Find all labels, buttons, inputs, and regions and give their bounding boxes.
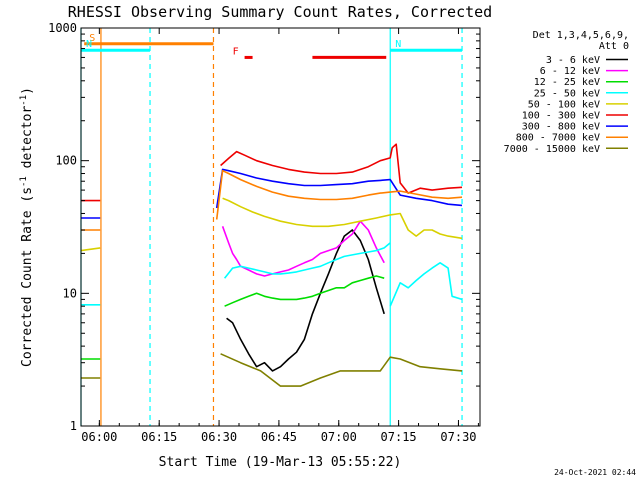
- x-tick-label-0: 06:00: [81, 430, 117, 444]
- y-tick-label-3: 1000: [48, 21, 77, 35]
- legend-label-2: 12 - 25 keV: [534, 77, 600, 88]
- series-line-8-1: [220, 353, 463, 387]
- y-axis-label-sup2: -1: [19, 95, 29, 106]
- y-tick-label-0: 1: [70, 419, 77, 433]
- series-line-4-1: [222, 197, 463, 240]
- y-axis-label-mid: detector: [20, 106, 35, 177]
- y-tick-label-2: 100: [55, 154, 77, 168]
- x-tick-label-5: 07:15: [381, 430, 417, 444]
- axis-layer: 06:00 06:15 06:30 06:45 07:00 07:15 07:30 1 10 10…: [48, 21, 480, 444]
- series-line-4-0: [80, 247, 101, 252]
- footer-timestamp: 24-Oct-2021 02:44: [554, 468, 636, 477]
- series-line-2-1: [224, 275, 385, 307]
- x-tick-label-3: 06:45: [261, 430, 297, 444]
- legend-header-0: Det 1,3,4,5,6,9,: [533, 30, 629, 41]
- plot-layer: SN NF: [80, 28, 463, 426]
- y-axis-label: Corrected Count Rate (s-1 detector-1): [19, 87, 35, 367]
- flag-label-1: N: [86, 39, 92, 50]
- series-line-6-1: [215, 168, 463, 209]
- legend-label-6: 300 - 800 keV: [522, 122, 600, 133]
- series-line-1-0: [221, 220, 385, 277]
- legend-label-7: 800 - 7000 keV: [516, 133, 600, 144]
- legend-label-5: 100 - 300 keV: [522, 111, 600, 122]
- series-line-3-2: [389, 261, 463, 307]
- series-line-3-1: [223, 242, 391, 279]
- legend-label-1: 6 - 12 keV: [540, 66, 600, 77]
- x-tick-label-2: 06:30: [201, 430, 237, 444]
- flag-label-0: S: [89, 33, 95, 44]
- legend-label-0: 3 - 6 keV: [546, 55, 600, 66]
- x-axis-label: Start Time (19-Mar-13 05:55:22): [159, 455, 402, 470]
- legend-header-1: Att 0: [599, 41, 629, 52]
- y-axis-label-main: Corrected Count Rate (s: [20, 187, 35, 367]
- x-tick-label-6: 07:30: [440, 430, 476, 444]
- x-tick-label-4: 07:00: [321, 430, 357, 444]
- x-tick-label-1: 06:15: [141, 430, 177, 444]
- y-tick-label-1: 10: [63, 286, 77, 300]
- chart-title: RHESSI Observing Summary Count Rates, Co…: [68, 3, 492, 21]
- flag-label-3: F: [233, 46, 239, 57]
- series-line-5-1: [220, 143, 463, 194]
- series-line-7-1: [215, 169, 463, 220]
- series-line-0-0: [226, 229, 385, 372]
- legend-label-4: 50 - 100 keV: [528, 99, 600, 110]
- plot-frame: [80, 27, 481, 427]
- legend-label-3: 25 - 50 keV: [534, 88, 600, 99]
- y-axis-label-sup1: -1: [19, 176, 29, 187]
- flag-label-2: N: [395, 39, 401, 50]
- legend-label-8: 7000 - 15000 keV: [504, 144, 600, 155]
- y-axis-label-end: ): [20, 87, 35, 95]
